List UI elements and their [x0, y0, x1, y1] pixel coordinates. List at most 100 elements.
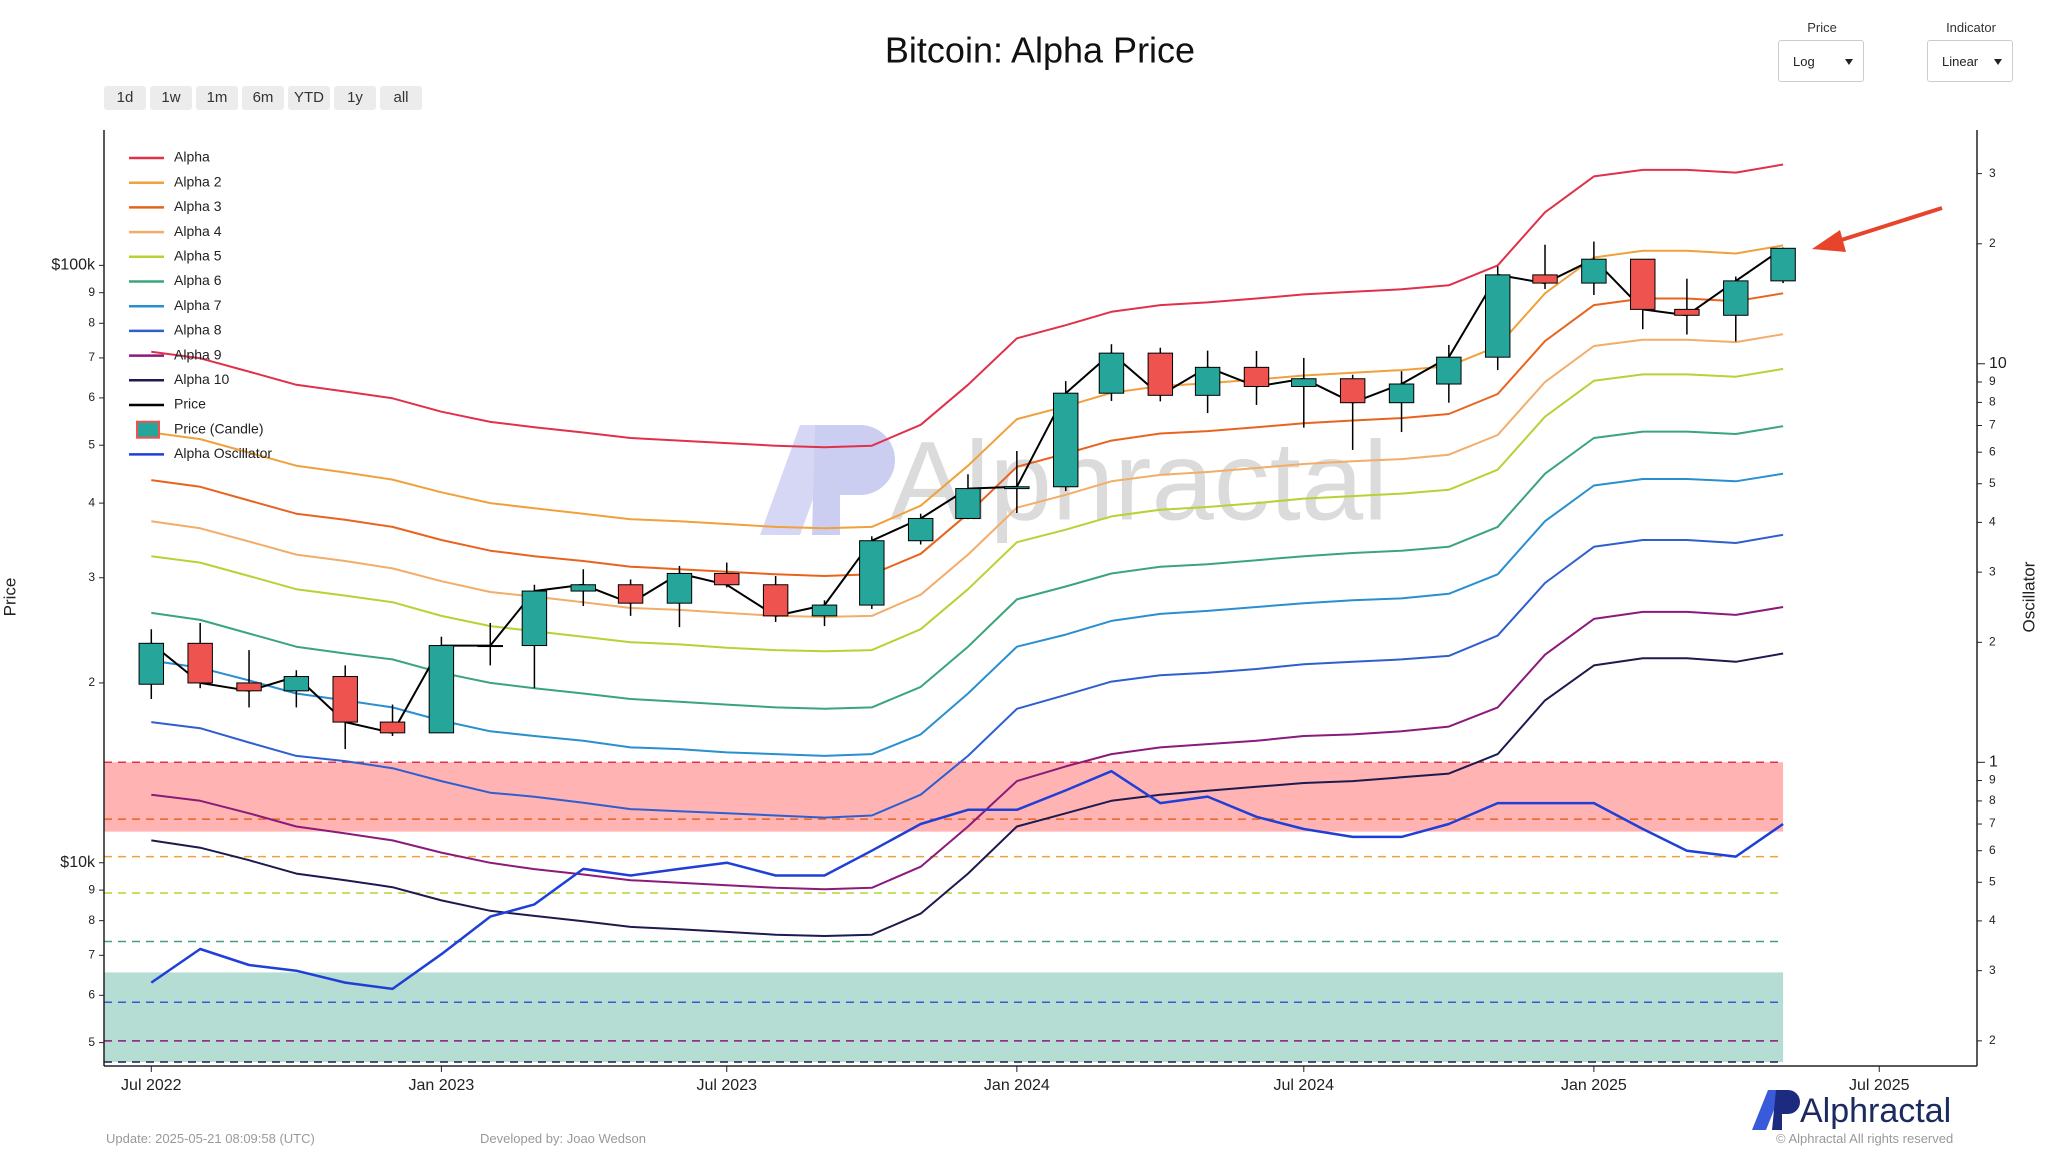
candle-body [1581, 258, 1607, 284]
range-button[interactable]: 6m [242, 86, 284, 110]
candle-body [907, 517, 934, 542]
candle-body [1770, 247, 1796, 282]
logo-mark [1752, 1090, 1782, 1130]
y2-tick-label: 4 [1989, 515, 1996, 529]
y-tick-label: 6 [88, 390, 95, 404]
series-line [151, 533, 1784, 819]
candle-body [283, 676, 310, 692]
candle-body [1147, 352, 1174, 396]
series-line [151, 163, 1784, 449]
series-line [151, 472, 1784, 757]
candle-body [617, 584, 644, 604]
y2-tick-label: 5 [1989, 874, 1996, 888]
y-tick-label: 3 [88, 570, 95, 584]
series-line [151, 244, 1784, 530]
x-tick-label: Jul 2023 [697, 1077, 758, 1094]
y2-tick-label: 8 [1989, 793, 1996, 807]
y2-tick-label: 6 [1989, 843, 1996, 857]
indicator-scale-select[interactable]: Linear [1927, 40, 2013, 82]
y2-tick-label: 3 [1989, 166, 1996, 180]
candle-body [1291, 378, 1317, 387]
y2-tick-label: 3 [1989, 963, 1996, 977]
zone [104, 972, 1784, 1062]
indicator-scale-label: Indicator [1946, 20, 1996, 35]
candle-body [428, 645, 455, 734]
zone [104, 762, 1784, 832]
range-button[interactable]: 1d [104, 86, 146, 110]
candle-body [1339, 378, 1366, 404]
y-tick-label: 8 [88, 315, 95, 329]
legend-label: Alpha 10 [174, 371, 229, 387]
candle-body [477, 645, 503, 648]
legend-label: Alpha 8 [174, 322, 222, 338]
candle-body [379, 721, 406, 734]
y2-tick-label: 4 [1989, 913, 1996, 927]
y-tick-label: 5 [88, 437, 95, 451]
arrow-shaft [1834, 206, 1943, 244]
annotation-arrow [1812, 206, 1943, 252]
candle-body [811, 604, 838, 617]
y-tick-label: 8 [88, 913, 95, 927]
y-tick-label: 9 [88, 882, 95, 896]
y2-tick-label: 9 [1989, 374, 1996, 388]
copyright-text: © Alphractal All rights reserved [1776, 1131, 1954, 1146]
legend-label: Price (Candle) [174, 420, 263, 436]
y-tick-label: 6 [88, 987, 95, 1001]
candle-body [521, 590, 548, 647]
candle-body [762, 584, 789, 617]
legend-label: Alpha 9 [174, 346, 222, 362]
range-button[interactable]: 1w [150, 86, 192, 110]
logo-text: Alphractal [1800, 1092, 1951, 1130]
x-tick-label: Jan 2025 [1561, 1077, 1627, 1094]
candle-body [570, 584, 597, 592]
candle-body [1388, 383, 1415, 404]
logo-mark [1772, 1090, 1800, 1130]
price-scale-select[interactable]: Log [1778, 40, 1864, 82]
candle-body [1484, 274, 1511, 358]
candle-body [1053, 392, 1079, 488]
candle-body [1723, 280, 1749, 316]
developer-text: Developed by: Joao Wedson [480, 1131, 646, 1146]
series-line [151, 333, 1784, 618]
candle-body [859, 540, 885, 606]
candle-body [1674, 308, 1700, 316]
y-tick-label: $10k [60, 854, 96, 871]
series-line [151, 652, 1784, 937]
legend-label: Alpha 2 [174, 173, 222, 189]
candle-body [1098, 352, 1125, 394]
y2-tick-label: 1 [1989, 754, 1998, 771]
y-tick-label: 7 [88, 947, 95, 961]
y-tick-label: 7 [88, 350, 95, 364]
legend: Alpha Alpha 2 Alpha 3 Alpha 4 Alpha 5 Alpha 6… [129, 149, 272, 461]
chart-title: Bitcoin: Alpha Price [885, 30, 1195, 71]
y-tick-label: 2 [88, 675, 95, 689]
series-line [150, 769, 1784, 991]
legend-label: Price [174, 396, 206, 412]
legend-label: Alpha 7 [174, 297, 222, 313]
y2-tick-label: 3 [1989, 564, 1996, 578]
range-button[interactable]: 1y [334, 86, 376, 110]
candle-body [666, 572, 693, 604]
legend-swatch [136, 420, 160, 439]
legend-label: Alpha 6 [174, 272, 222, 288]
candle-body [187, 642, 213, 684]
footer-logo: Alphractal [1752, 1090, 1951, 1130]
watermark-text: Alphractal [890, 419, 1388, 544]
y2-tick-label: 10 [1989, 355, 2007, 372]
update-text: Update: 2025-05-21 08:09:58 (UTC) [106, 1131, 315, 1146]
range-button[interactable]: YTD [288, 86, 330, 110]
range-button[interactable]: 1m [196, 86, 238, 110]
range-button[interactable]: all [380, 86, 422, 110]
x-tick-label: Jan 2024 [984, 1077, 1050, 1094]
legend-label: Alpha 3 [174, 198, 222, 214]
y2-tick-label: 6 [1989, 444, 1996, 458]
price-scale-label: Price [1807, 20, 1837, 35]
x-tick-label: Jan 2023 [408, 1077, 474, 1094]
watermark-logo [812, 425, 895, 535]
y2-axis-title: Oscillator [2019, 561, 2038, 632]
y-tick-label: 5 [88, 1035, 95, 1049]
candle-body [1532, 274, 1558, 284]
y-tick-label: 4 [88, 495, 95, 509]
candle-body [1630, 258, 1656, 310]
